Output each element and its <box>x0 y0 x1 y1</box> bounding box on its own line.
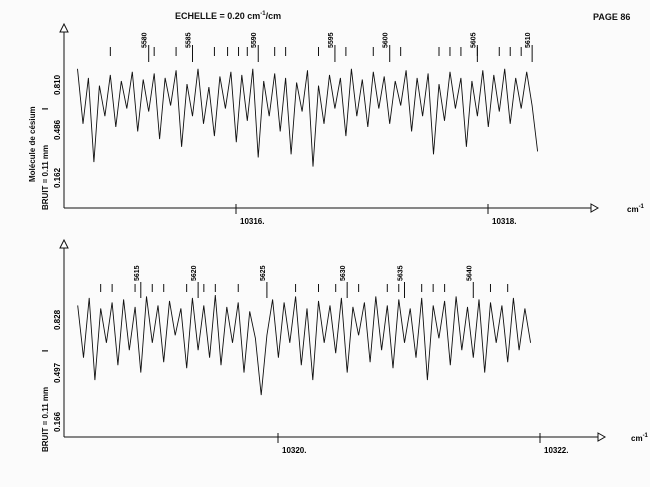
ref-number: 5600 <box>383 32 390 48</box>
scale-label: ECHELLE = 0.20 cm-1/cm <box>175 11 281 21</box>
x-unit-label: cm-1 <box>631 433 649 443</box>
ref-number: 5620 <box>191 265 198 281</box>
x-unit-exponent: -1 <box>643 433 649 439</box>
y-tick-label: 0.162 <box>53 167 62 188</box>
y-axis-arrow <box>59 22 69 33</box>
spectrum-trace <box>77 68 539 167</box>
y-tick-label: 0.166 <box>53 411 62 432</box>
ref-number: 5625 <box>260 265 267 281</box>
x-axis-arrow <box>597 432 607 442</box>
x-tick-label: 10320. <box>282 446 306 455</box>
page-number: PAGE 86 <box>593 12 631 22</box>
y-tick-label: 0.828 <box>53 309 62 330</box>
scale-unit: /cm <box>265 11 282 21</box>
x-unit-base: cm <box>631 434 643 443</box>
x-unit-base: cm <box>627 205 639 214</box>
y-tick-label: 0.497 <box>53 362 62 383</box>
ref-number: 5630 <box>340 265 347 281</box>
x-unit-label: cm-1 <box>627 204 645 214</box>
spectrum-trace <box>77 294 532 396</box>
scale-exponent: -1 <box>260 11 266 17</box>
y-tick-label: 0.486 <box>53 119 62 140</box>
ref-number: 5590 <box>251 32 258 48</box>
x-tick-label: 10316. <box>240 217 264 226</box>
x-unit-exponent: -1 <box>639 204 645 210</box>
x-tick-label: 10318. <box>492 217 516 226</box>
x-tick-label: 10322. <box>544 446 568 455</box>
ref-number: 5580 <box>142 32 149 48</box>
scale-text: ECHELLE = 0.20 cm <box>175 11 261 21</box>
ref-number: 5610 <box>525 32 532 48</box>
ref-number: 5595 <box>328 32 335 48</box>
x-axis-arrow <box>590 203 600 213</box>
y-axis-arrow <box>59 238 69 249</box>
intensity-marker: I <box>41 108 50 110</box>
ref-number: 5605 <box>470 32 477 48</box>
intensity-marker: I <box>41 350 50 352</box>
ref-number: 5615 <box>134 265 141 281</box>
ref-number: 5640 <box>466 265 473 281</box>
ref-number: 5585 <box>186 32 193 48</box>
ref-number: 5635 <box>397 265 404 281</box>
y-tick-label: 0.810 <box>53 74 62 95</box>
